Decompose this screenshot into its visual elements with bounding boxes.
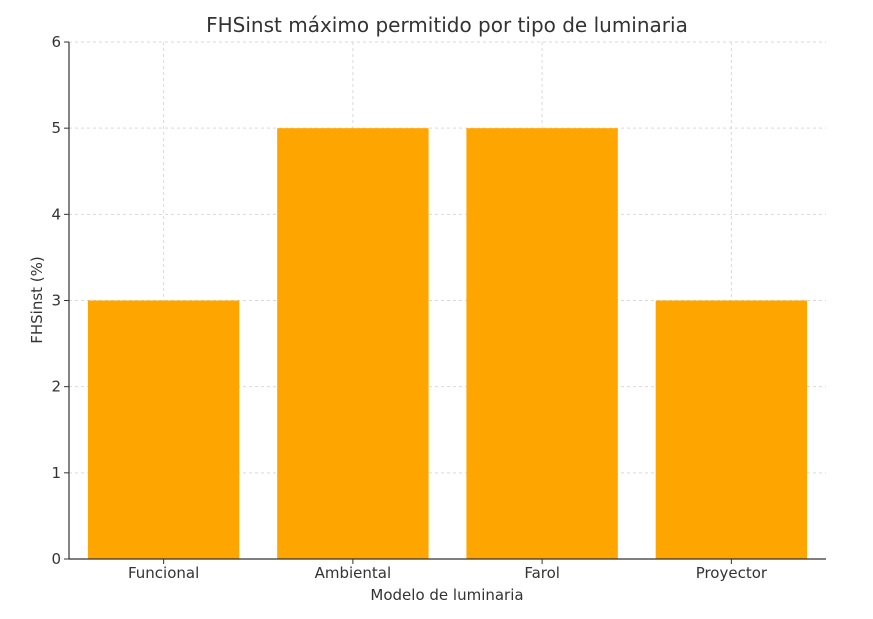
y-axis-label: FHSinst (%) xyxy=(28,256,46,344)
axes xyxy=(64,41,826,564)
y-tick-label: 1 xyxy=(51,464,61,482)
y-tick-label: 0 xyxy=(51,550,61,568)
x-tick-label: Farol xyxy=(524,564,560,582)
y-tick-label: 5 xyxy=(51,119,61,137)
bar-funcional xyxy=(87,300,240,559)
x-tick-label: Proyector xyxy=(696,564,768,582)
x-tick-label: Funcional xyxy=(128,564,199,582)
y-tick-label: 2 xyxy=(51,378,61,396)
x-tick-label: Ambiental xyxy=(315,564,392,582)
chart-title: FHSinst máximo permitido por tipo de lum… xyxy=(206,13,688,37)
tick-labels: 0 1 2 3 4 5 6 Funcional Ambiental Farol Proyector xyxy=(51,33,767,582)
y-tick-label: 4 xyxy=(51,205,61,223)
bar-ambiental xyxy=(277,128,429,559)
y-tick-label: 3 xyxy=(51,292,61,310)
bar-proyector xyxy=(655,300,808,559)
x-axis-label: Modelo de luminaria xyxy=(370,586,523,604)
bars xyxy=(87,128,808,559)
bar-farol xyxy=(466,128,618,559)
y-tick-label: 6 xyxy=(51,33,61,51)
